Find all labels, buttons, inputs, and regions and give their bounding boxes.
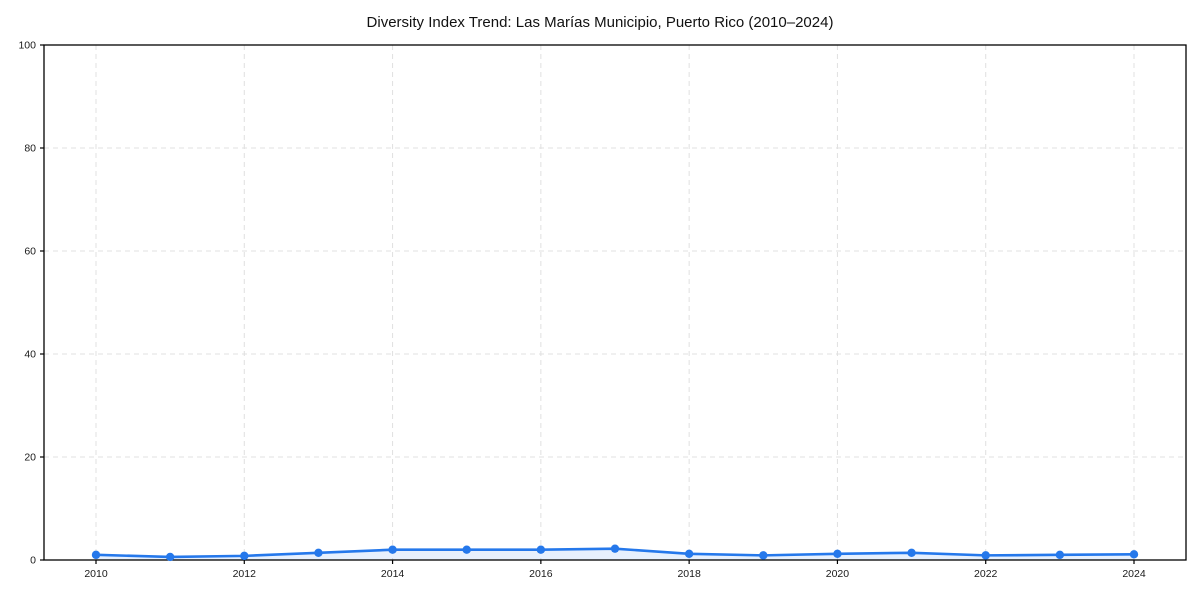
- data-point-marker: [684, 549, 694, 559]
- data-point-marker: [240, 551, 249, 561]
- y-tick-label: 100: [18, 40, 36, 52]
- x-tick-label: 2024: [1122, 568, 1146, 580]
- data-point-marker: [536, 545, 546, 554]
- data-point-marker: [759, 551, 768, 560]
- data-point-marker: [981, 551, 990, 560]
- y-tick-label: 40: [24, 349, 36, 361]
- data-point-marker: [165, 552, 175, 562]
- y-tick-label: 80: [24, 143, 36, 155]
- data-point-marker: [1129, 550, 1139, 559]
- y-tick-label: 20: [24, 452, 36, 464]
- data-point-marker: [610, 544, 620, 553]
- data-point-marker: [833, 549, 842, 559]
- data-point-marker: [462, 545, 471, 554]
- data-point-marker: [314, 548, 323, 557]
- data-point-marker: [388, 545, 397, 554]
- y-tick-label: 0: [30, 555, 36, 567]
- chart-title: Diversity Index Trend: Las Marías Munici…: [366, 14, 834, 31]
- x-tick-label: 2022: [974, 568, 998, 580]
- x-tick-label: 2014: [381, 568, 405, 580]
- x-tick-label: 2020: [826, 568, 850, 580]
- y-tick-label: 60: [24, 246, 36, 258]
- x-tick-label: 2012: [233, 568, 257, 580]
- data-point-marker: [1055, 550, 1065, 560]
- plot-border: [43, 44, 1187, 561]
- data-point-marker: [907, 548, 916, 557]
- x-tick-label: 2018: [677, 568, 701, 580]
- x-tick-label: 2016: [529, 568, 553, 580]
- data-point-marker: [91, 550, 101, 560]
- x-tick-label: 2010: [84, 568, 108, 580]
